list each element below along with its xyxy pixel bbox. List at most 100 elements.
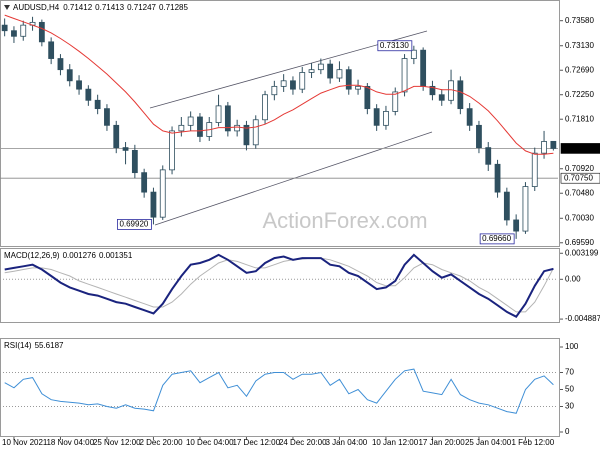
- candle-body: [531, 152, 538, 187]
- candle-body: [38, 21, 45, 43]
- rsi-value: 55.6187: [35, 341, 64, 350]
- rsi-header: RSI(14) 55.6187: [4, 341, 64, 350]
- candle-body: [355, 85, 361, 90]
- price-line-label: 0.71285: [564, 144, 593, 153]
- annotation-box: [479, 233, 515, 245]
- candle-body: [494, 163, 501, 193]
- candle-body: [392, 91, 399, 112]
- candle-body: [401, 58, 408, 93]
- open: 0.71412: [63, 3, 92, 12]
- low: 0.71247: [127, 3, 156, 12]
- candle-body: [262, 94, 268, 121]
- candle-body: [234, 124, 241, 132]
- y-tick-label: 0.00: [565, 274, 581, 283]
- y-tick-label: 0.71810: [565, 114, 594, 123]
- y-tick-label: 0.73130: [565, 41, 594, 50]
- x-tick-label: 18 Nov 04:00: [46, 438, 94, 447]
- candle-body: [317, 63, 324, 71]
- candle-body: [466, 108, 473, 126]
- y-tick-label: 0.003199: [565, 248, 599, 257]
- candle-body: [131, 149, 138, 174]
- candle-body: [503, 191, 510, 221]
- candle-body: [187, 116, 194, 126]
- level-line-label: 0.70750: [564, 173, 593, 182]
- candle-body: [243, 124, 250, 146]
- macd-header: MACD(12,26,9) 0.001276 0.001351: [4, 251, 133, 260]
- rsi-pane: [0, 338, 560, 437]
- candle-body: [308, 69, 315, 73]
- candle-body: [429, 85, 436, 96]
- candle-body: [383, 111, 389, 126]
- candle-body: [113, 124, 120, 148]
- x-tick-label: 17 Jan 20:00: [418, 438, 465, 447]
- menu-icon: [4, 5, 10, 10]
- y-tick-label: 0.72690: [565, 65, 594, 74]
- y-tick-label: 0.70030: [565, 213, 594, 222]
- close: 0.71285: [159, 3, 188, 12]
- x-tick-label: 2 Dec 20:00: [139, 438, 183, 447]
- x-tick-label: 10 Nov 2021: [2, 438, 48, 447]
- price-pane: [0, 0, 560, 247]
- candle-body: [122, 147, 129, 151]
- x-tick-label: 25 Nov 12:00: [93, 438, 141, 447]
- candle-body: [159, 169, 166, 218]
- candle-body: [271, 85, 278, 96]
- candle-body: [336, 69, 343, 79]
- price-line-box: [560, 143, 600, 154]
- candle-body: [48, 41, 55, 59]
- y-tick-label: 0.70480: [565, 188, 594, 197]
- candle-body: [280, 80, 287, 87]
- y-tick-label: 0.72250: [565, 90, 594, 99]
- macd-title: MACD(12,26,9): [4, 251, 60, 260]
- x-tick-label: 3 Jan 04:00: [325, 438, 367, 447]
- candle-body: [476, 124, 482, 148]
- y-tick-label: 0: [565, 427, 570, 436]
- price-header: AUDUSD,H4 0.71412 0.71413 0.71247 0.71285: [13, 3, 188, 12]
- annotation-box: [377, 40, 413, 52]
- candle-body: [224, 105, 231, 132]
- moving-average: [4, 14, 554, 155]
- level-line-box: [560, 172, 600, 184]
- macd-main: 0.001276: [63, 251, 97, 260]
- candle-body: [541, 141, 547, 154]
- candle-body: [327, 63, 334, 79]
- candle-body: [410, 49, 417, 59]
- candle-body: [438, 94, 445, 101]
- symbol: AUDUSD,H4: [13, 3, 60, 12]
- candle-body: [94, 99, 101, 110]
- annotation-label: 0.73130: [380, 41, 409, 50]
- macd-signal: 0.001351: [99, 251, 133, 260]
- candle-body: [345, 69, 352, 90]
- candle-body: [522, 186, 529, 232]
- x-tick-label: 25 Jan 04:00: [465, 438, 512, 447]
- signal-line: [4, 257, 554, 313]
- candle-body: [373, 108, 380, 126]
- macd-pane: [0, 248, 560, 323]
- candle-body: [85, 88, 92, 101]
- x-tick-label: 10 Dec 04:00: [186, 438, 234, 447]
- y-tick-label: 30: [565, 402, 574, 411]
- y-tick-label: -0.004887: [565, 314, 600, 323]
- candle-body: [150, 191, 157, 218]
- x-tick-label: 10 Jan 12:00: [372, 438, 419, 447]
- y-tick-label: 70: [565, 368, 574, 377]
- candle-body: [420, 49, 427, 87]
- candle-body: [178, 124, 185, 132]
- candle-body: [252, 119, 259, 146]
- candle-body: [20, 24, 27, 37]
- rsi-line: [4, 368, 554, 414]
- high: 0.71413: [95, 3, 124, 12]
- x-tick-label: 24 Dec 20:00: [279, 438, 327, 447]
- annotation-label: 0.69920: [119, 220, 148, 229]
- y-tick-label: 0.73580: [565, 16, 594, 25]
- annotation-label: 0.69660: [482, 234, 511, 243]
- candle-body: [299, 72, 306, 90]
- x-tick-label: 17 Dec 12:00: [232, 438, 280, 447]
- candle-body: [290, 80, 296, 90]
- watermark: ActionForex.com: [262, 208, 427, 233]
- candle-body: [1, 24, 8, 32]
- candle-body: [215, 105, 222, 123]
- y-tick-label: 0.70920: [565, 164, 594, 173]
